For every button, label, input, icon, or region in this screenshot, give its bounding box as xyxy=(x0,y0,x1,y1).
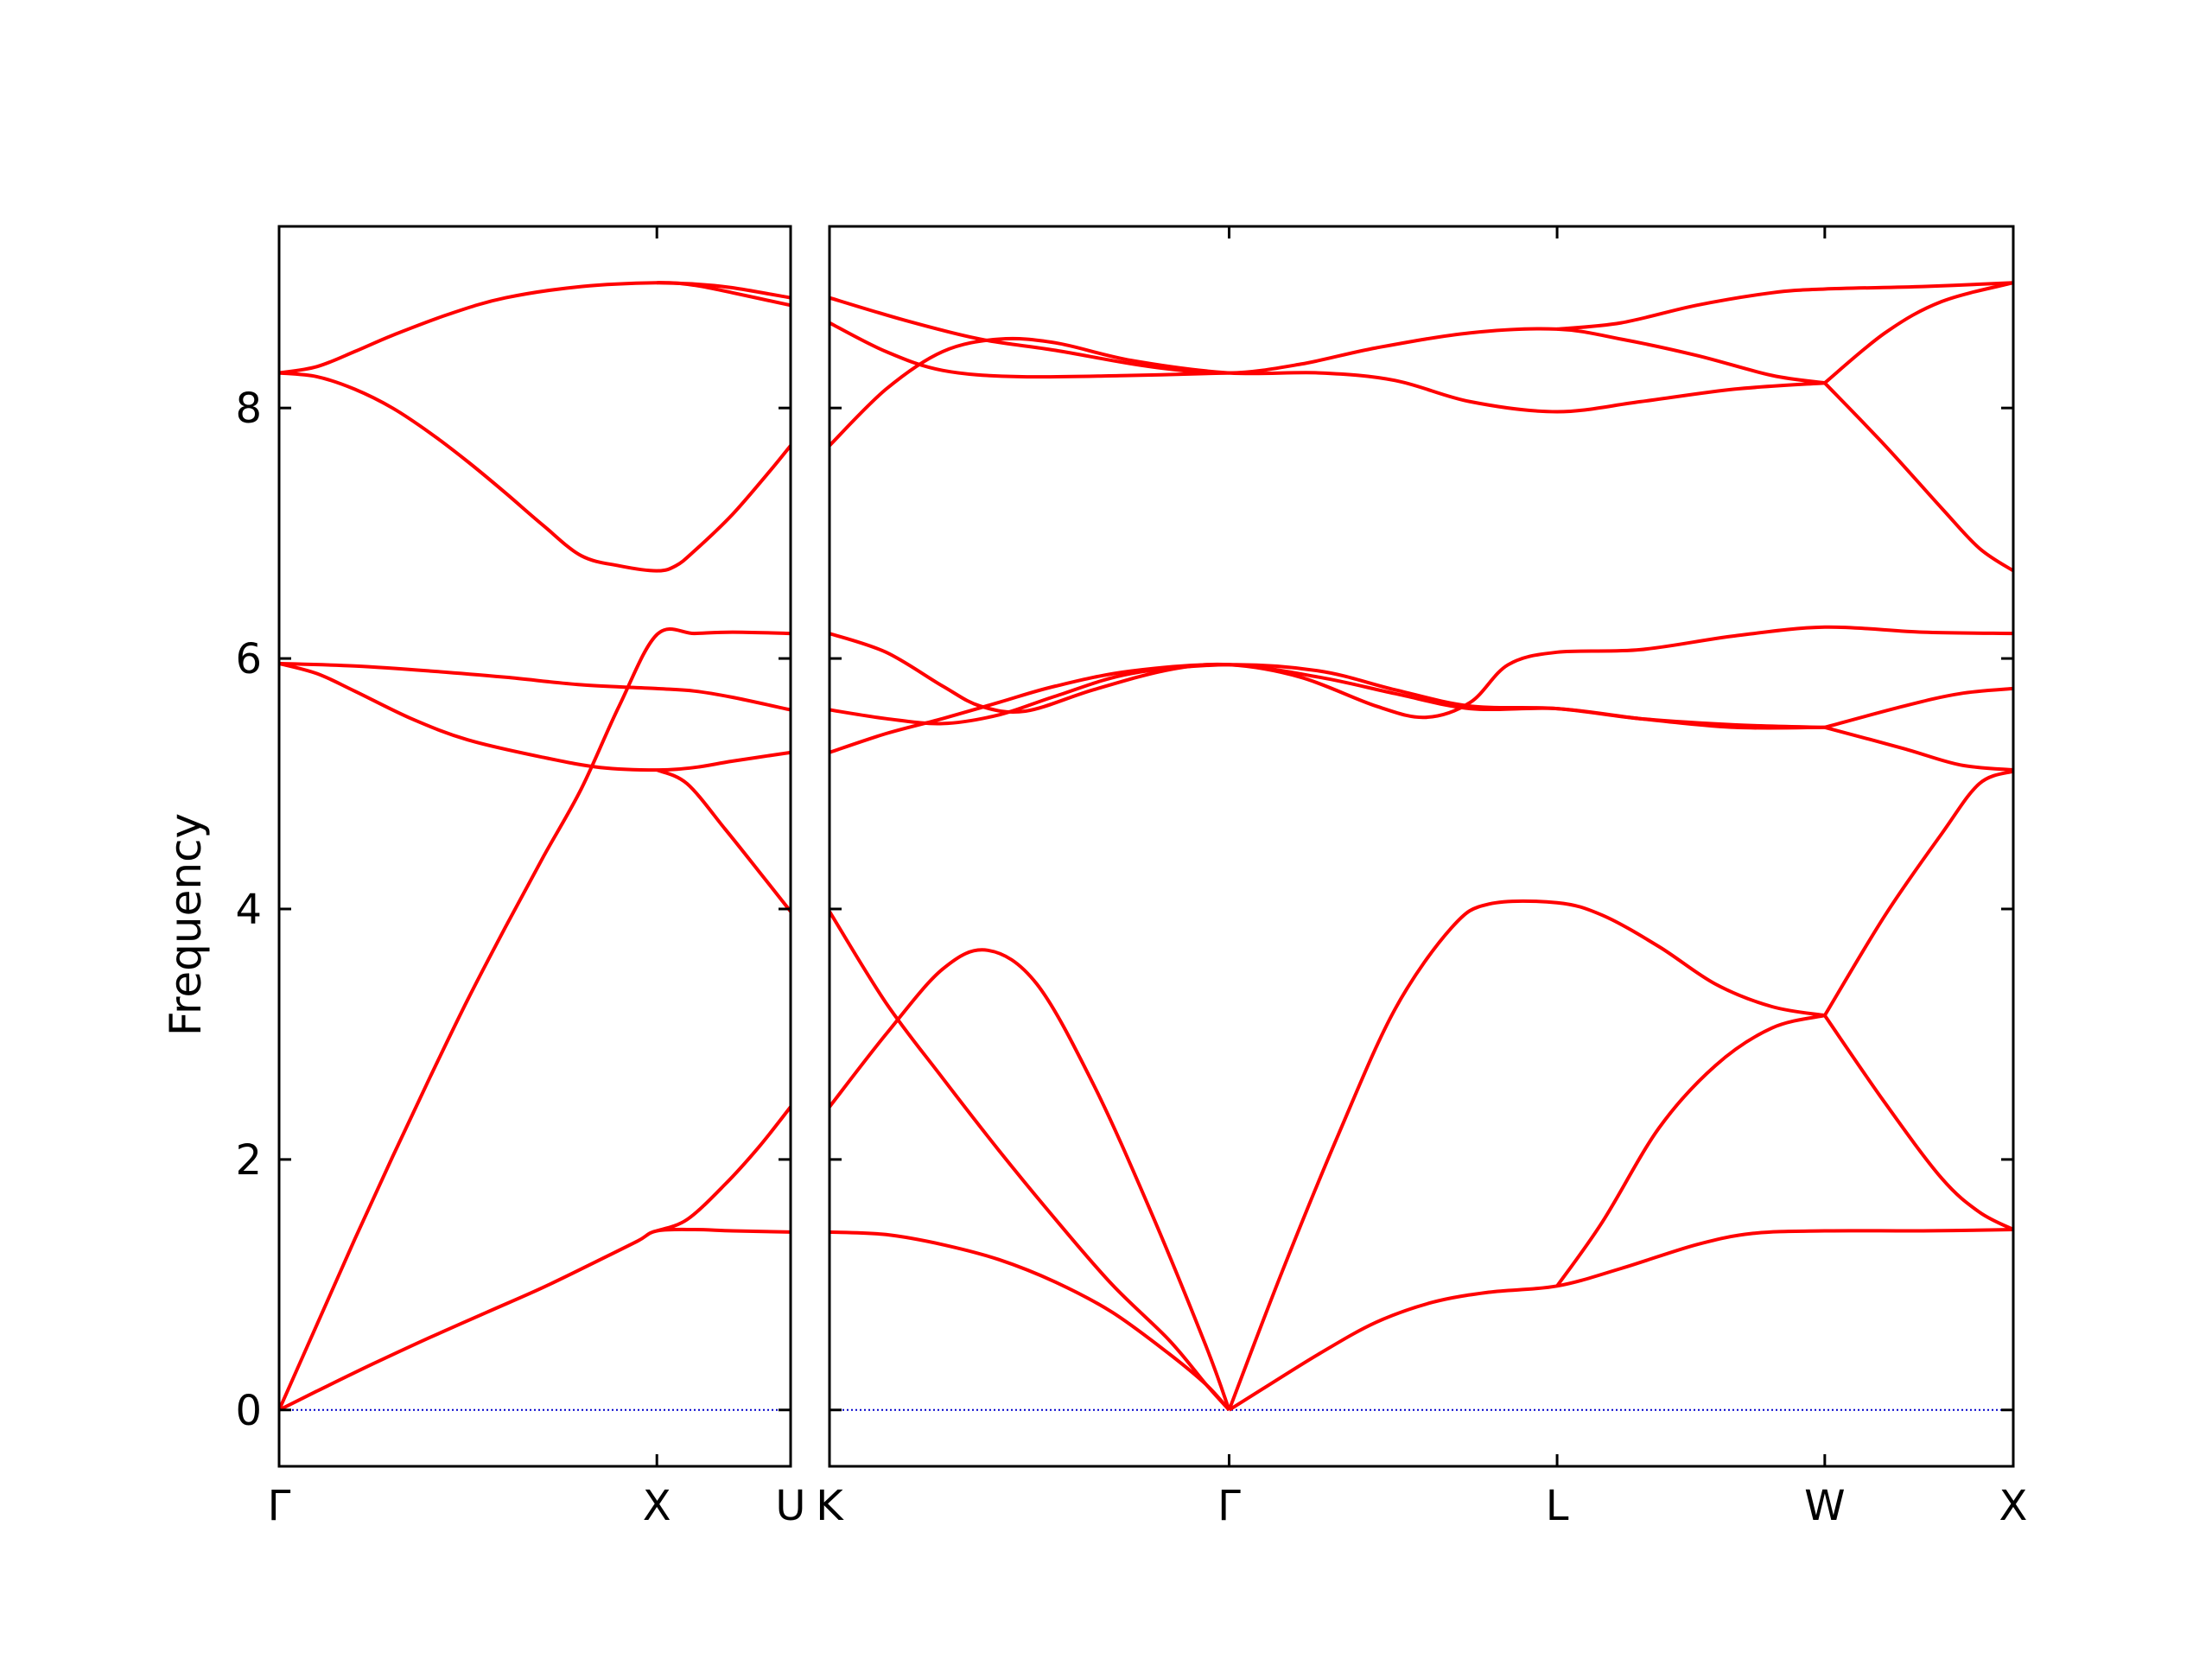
y-axis-label: Frequency xyxy=(161,813,211,1036)
x-tick-label: W xyxy=(1804,1482,1845,1530)
y-tick-label: 4 xyxy=(235,886,262,934)
x-tick-label: X xyxy=(1999,1482,2028,1530)
band-line-right-18 xyxy=(1823,281,2013,385)
band-line-right-7 xyxy=(1823,1014,2013,1231)
x-tick-label: K xyxy=(816,1482,844,1530)
y-tick-label: 6 xyxy=(235,635,262,683)
band-line-right-1 xyxy=(830,1230,1230,1412)
x-tick-label: Γ xyxy=(268,1482,291,1530)
band-line-right-16 xyxy=(830,296,1826,385)
y-tick-label: 0 xyxy=(235,1387,262,1435)
band-line-right-10 xyxy=(830,663,1825,729)
band-line-left-8 xyxy=(279,281,791,375)
band-line-right-11 xyxy=(830,625,2013,720)
band-line-left-7 xyxy=(279,371,791,573)
x-tick-label: L xyxy=(1546,1482,1569,1530)
y-tick-label: 2 xyxy=(235,1136,262,1185)
band-line-right-2 xyxy=(1228,1228,2013,1412)
panel-frame-right xyxy=(828,225,2015,1468)
x-tick-label: U xyxy=(775,1482,805,1530)
band-line-left-3 xyxy=(656,1105,791,1233)
bands-left xyxy=(279,281,791,1412)
band-line-right-3 xyxy=(830,910,1230,1412)
band-line-right-9 xyxy=(830,663,1825,754)
bands-right xyxy=(830,281,2013,1412)
band-line-right-19 xyxy=(1823,381,2013,573)
y-tick-label: 8 xyxy=(235,385,262,433)
band-line-left-4 xyxy=(279,661,791,772)
band-line-right-6 xyxy=(1555,1014,1826,1287)
band-line-right-15 xyxy=(830,321,1230,379)
band-line-left-9 xyxy=(657,281,791,300)
band-line-left-6 xyxy=(279,661,791,712)
band-line-left-5 xyxy=(656,768,791,913)
band-line-right-17 xyxy=(1556,281,2013,331)
band-line-right-12 xyxy=(1824,725,2013,772)
band-line-right-8 xyxy=(1823,769,2013,1017)
chart-panels: 0 2 4 6 8 Γ X U K Γ L W X xyxy=(235,225,2028,1530)
band-line-right-14 xyxy=(830,336,1825,448)
band-line-left-2 xyxy=(279,627,791,1411)
panel-left: 0 2 4 6 8 Γ X U xyxy=(235,225,806,1530)
panel-frame-left xyxy=(277,225,792,1468)
band-line-right-13 xyxy=(1824,686,2013,729)
band-line-left-1 xyxy=(279,1227,791,1412)
x-tick-label: Γ xyxy=(1217,1482,1241,1530)
x-tick-label: X xyxy=(643,1482,671,1530)
band-line-right-4 xyxy=(830,948,1231,1411)
band-line-right-5 xyxy=(1227,899,1826,1411)
